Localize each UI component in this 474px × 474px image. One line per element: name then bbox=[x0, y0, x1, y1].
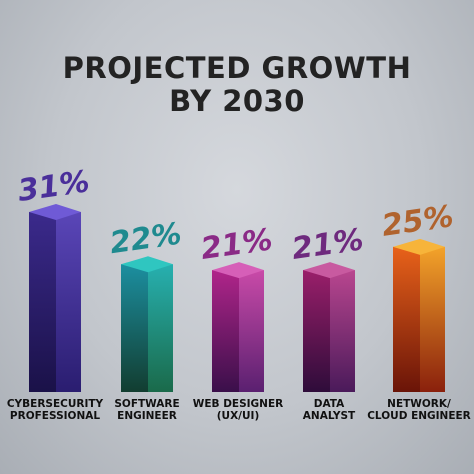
bar-top-face bbox=[212, 262, 264, 279]
value-label: 21% bbox=[290, 222, 366, 267]
bar-front-face bbox=[393, 246, 420, 392]
bar-top-face bbox=[393, 238, 445, 255]
chart-title: PROJECTED GROWTH BY 2030 bbox=[0, 52, 474, 118]
bar-top-face bbox=[29, 204, 81, 220]
bar-front-face bbox=[29, 212, 56, 392]
category-label: (UX/UI) bbox=[217, 410, 260, 422]
category-label: ENGINEER bbox=[117, 410, 177, 422]
category-label: NETWORK/ bbox=[387, 398, 451, 410]
category-label: SOFTWARE bbox=[114, 398, 179, 410]
category-label: CLOUD ENGINEER bbox=[367, 410, 471, 422]
value-label: 22% bbox=[108, 217, 184, 262]
title-line-1: PROJECTED GROWTH bbox=[62, 51, 412, 85]
bar-side-face bbox=[330, 270, 355, 392]
value-label: 31% bbox=[16, 164, 92, 209]
bar-top-face bbox=[121, 256, 173, 273]
title-line-2: BY 2030 bbox=[169, 84, 305, 118]
category-label: DATA bbox=[314, 398, 345, 410]
bar-5: 25% NETWORK/CLOUD ENGINEER bbox=[367, 199, 471, 422]
bar-side-face bbox=[420, 246, 445, 392]
bar-side-face bbox=[148, 264, 173, 392]
bar-front-face bbox=[121, 264, 148, 392]
bar-3: 21% WEB DESIGNER(UX/UI) bbox=[193, 222, 283, 422]
bar-side-face bbox=[56, 212, 81, 392]
category-label: ANALYST bbox=[303, 410, 356, 422]
bar-front-face bbox=[212, 270, 239, 392]
category-label: PROFESSIONAL bbox=[10, 410, 100, 422]
bar-side-face bbox=[239, 270, 264, 392]
bar-front-face bbox=[303, 270, 330, 392]
value-label: 21% bbox=[199, 222, 275, 267]
category-label: WEB DESIGNER bbox=[193, 398, 283, 410]
value-label: 25% bbox=[380, 199, 456, 244]
bar-top-face bbox=[303, 262, 355, 279]
category-label: CYBERSECURITY bbox=[7, 398, 104, 410]
